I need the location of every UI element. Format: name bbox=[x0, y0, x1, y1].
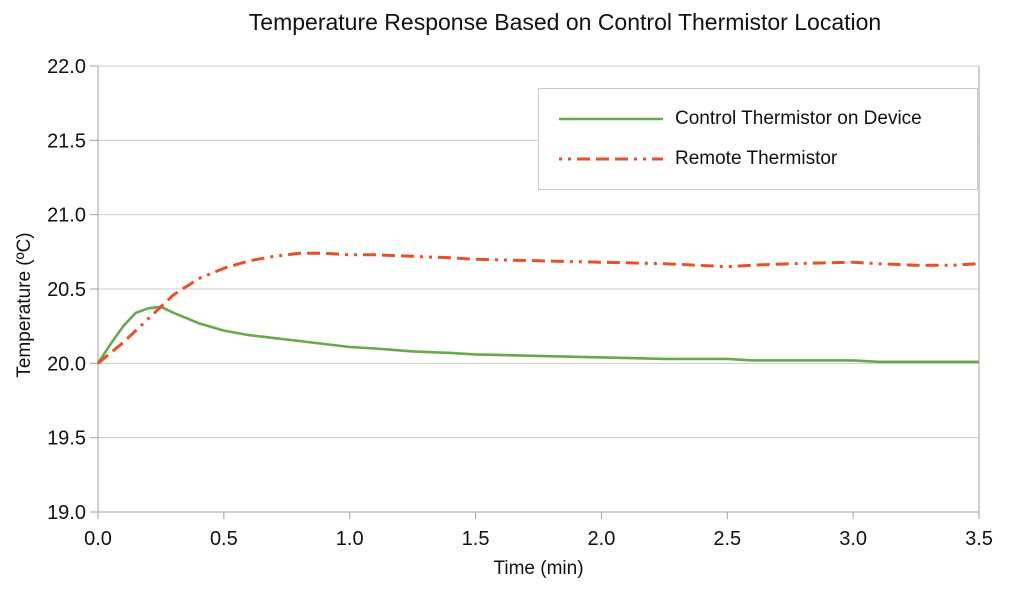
y-axis-label: Temperature (ºC) bbox=[14, 232, 35, 378]
x-tick-label: 3.0 bbox=[839, 528, 867, 550]
x-tick-label: 1.5 bbox=[462, 528, 490, 550]
legend-item-remote-thermistor: Remote Thermistor bbox=[539, 148, 977, 170]
legend-swatch-solid-line-icon bbox=[559, 117, 663, 120]
y-tick-label: 22.0 bbox=[47, 56, 86, 78]
legend: Control Thermistor on Device Remote Ther… bbox=[538, 88, 978, 190]
x-tick-label: 1.0 bbox=[336, 528, 364, 550]
series-line-remote-thermistor bbox=[97, 251, 980, 365]
y-tick-label: 19.0 bbox=[47, 502, 86, 524]
legend-label-control-thermistor: Control Thermistor on Device bbox=[675, 107, 922, 129]
x-tick-label: 3.5 bbox=[965, 528, 993, 550]
y-tick-label: 20.0 bbox=[47, 353, 86, 375]
x-tick-label: 2.0 bbox=[588, 528, 616, 550]
y-tick-label: 19.5 bbox=[47, 428, 86, 450]
legend-label-remote-thermistor: Remote Thermistor bbox=[675, 148, 838, 170]
legend-item-control-thermistor: Control Thermistor on Device bbox=[539, 108, 977, 130]
series-line-control-thermistor-on-device bbox=[96, 305, 979, 365]
chart-title: Temperature Response Based on Control Th… bbox=[248, 9, 882, 35]
x-tick-label: 0.0 bbox=[84, 528, 112, 550]
x-axis-label: Time (min) bbox=[493, 558, 584, 579]
y-tick-label: 21.0 bbox=[47, 205, 86, 227]
x-tick-label: 0.5 bbox=[210, 528, 238, 550]
y-tick-label: 21.5 bbox=[47, 130, 86, 152]
x-tick-label: 2.5 bbox=[713, 528, 741, 550]
legend-swatch-dash-dot-line-icon bbox=[559, 157, 663, 161]
y-tick-label: 20.5 bbox=[47, 279, 86, 301]
